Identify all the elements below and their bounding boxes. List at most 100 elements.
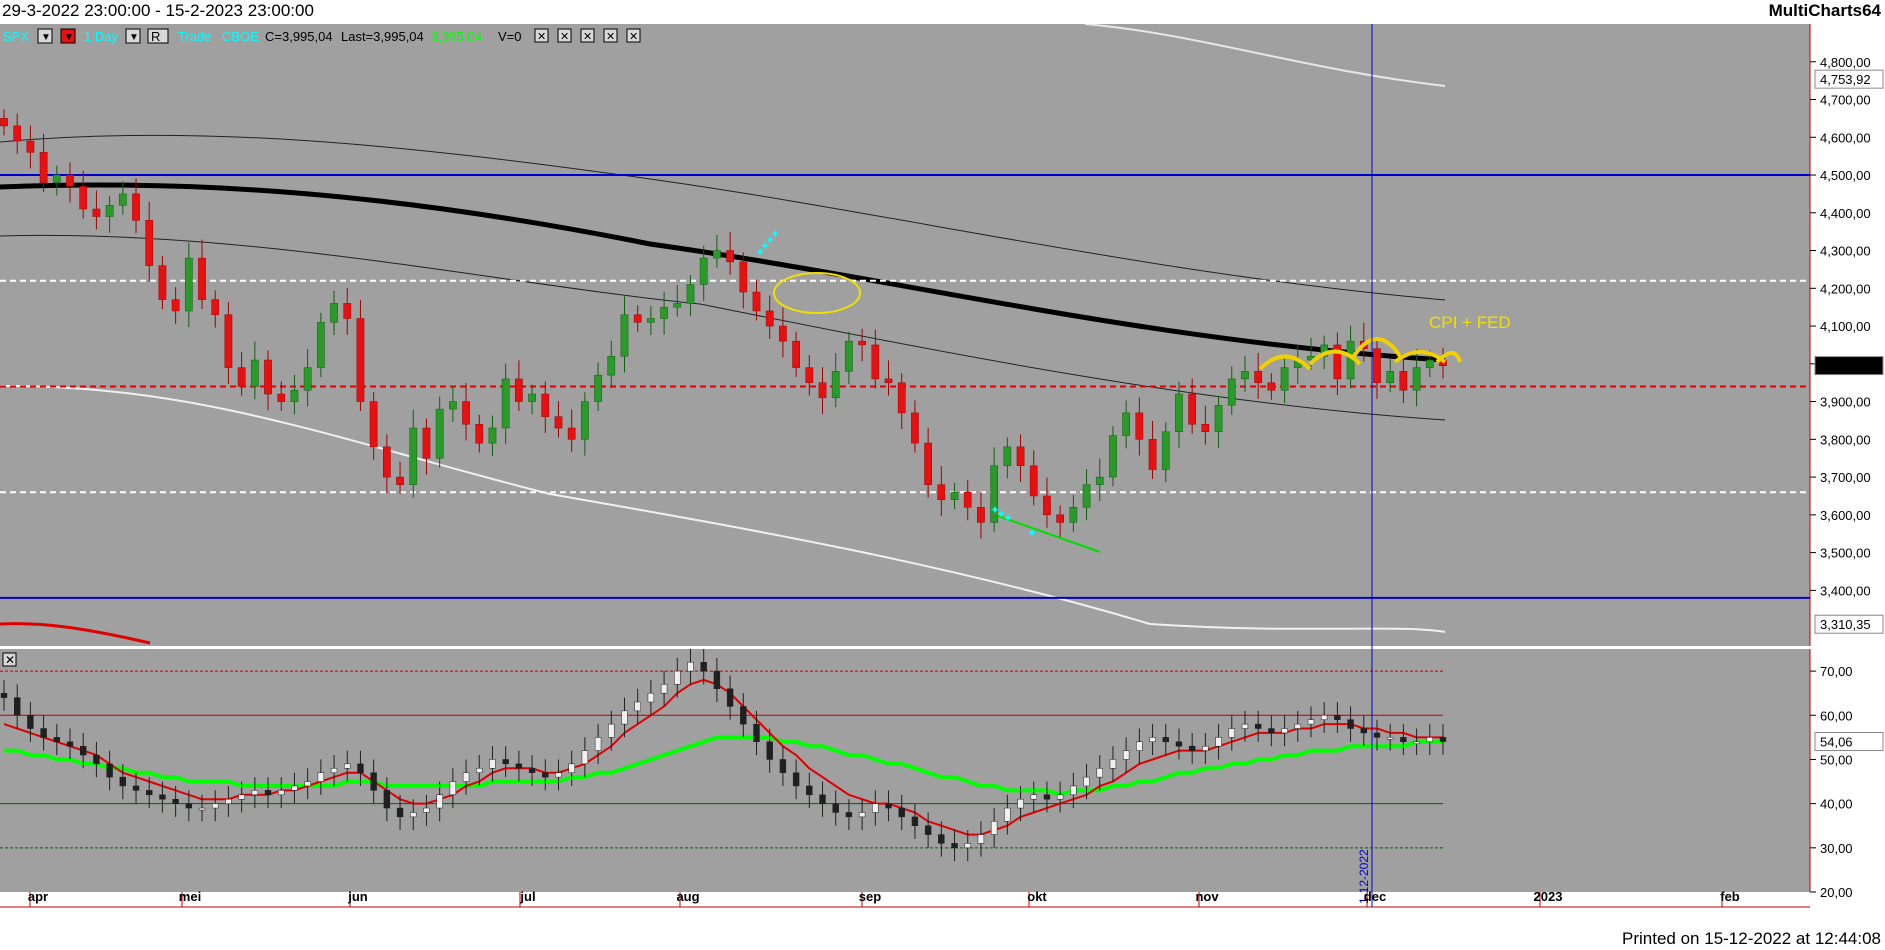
candle-body[interactable]	[316, 322, 325, 368]
candle-body[interactable]	[66, 174, 74, 187]
candle-body[interactable]	[752, 291, 761, 312]
candle-body[interactable]	[581, 401, 589, 440]
candle-body[interactable]	[805, 367, 814, 383]
candle-body[interactable]	[937, 484, 946, 500]
candle-body[interactable]	[1201, 423, 1210, 433]
candle-body[interactable]	[145, 220, 154, 266]
candle-body[interactable]	[184, 257, 193, 312]
candle-body[interactable]	[607, 356, 616, 376]
candle-body[interactable]	[132, 193, 140, 221]
price-panel[interactable]	[0, 24, 1810, 647]
symbol-dropdown-button[interactable]	[37, 28, 53, 44]
candle-body[interactable]	[1386, 371, 1395, 383]
arch-annotation-2[interactable]	[1308, 349, 1362, 366]
candle-body[interactable]	[633, 314, 642, 323]
candle-body[interactable]	[1122, 412, 1131, 436]
toolbar-x-button-3[interactable]	[580, 28, 595, 43]
candle-body[interactable]	[409, 427, 418, 485]
arch-annotation-5[interactable]	[1435, 351, 1462, 364]
candle-body[interactable]	[1082, 484, 1091, 508]
candle-body[interactable]	[739, 261, 748, 293]
candle-body[interactable]	[515, 378, 523, 402]
candle-body[interactable]	[118, 193, 127, 206]
candle-body[interactable]	[303, 367, 312, 391]
indicator-panel[interactable]	[0, 649, 1810, 892]
candle-body[interactable]	[1373, 348, 1381, 383]
candle-body[interactable]	[713, 250, 721, 259]
candle-body[interactable]	[594, 374, 602, 402]
arch-annotation-1[interactable]	[1258, 354, 1312, 371]
arch-annotation-3[interactable]	[1350, 337, 1404, 361]
candle-body[interactable]	[924, 442, 932, 485]
candle-body[interactable]	[1043, 495, 1051, 516]
candle-body[interactable]	[383, 446, 391, 478]
candle-body[interactable]	[897, 382, 906, 414]
candle-body[interactable]	[224, 314, 233, 368]
candle-body[interactable]	[396, 476, 404, 485]
candle-body[interactable]	[211, 299, 220, 315]
candle-body[interactable]	[79, 186, 88, 210]
candle-body[interactable]	[1188, 393, 1197, 425]
candle-body[interactable]	[884, 378, 893, 383]
candle-body[interactable]	[1016, 446, 1025, 467]
candle-body[interactable]	[237, 367, 246, 387]
candle-body[interactable]	[501, 378, 510, 429]
candle-body[interactable]	[1412, 367, 1421, 391]
chart-canvas[interactable]: 3,400,00 3,500,00 3,600,00 3,700,00 3,800,00…	[0, 24, 1885, 928]
candle-body[interactable]	[726, 250, 734, 263]
toolbar-x-button-4[interactable]	[603, 28, 618, 43]
candle-body[interactable]	[264, 359, 272, 395]
candle-body[interactable]	[52, 174, 61, 183]
candle-body[interactable]	[765, 310, 774, 327]
candle-body[interactable]	[488, 427, 497, 444]
candle-body[interactable]	[673, 303, 682, 308]
candle-body[interactable]	[647, 318, 655, 323]
candle-body[interactable]	[1399, 371, 1408, 391]
candle-body[interactable]	[250, 359, 259, 387]
candle-body[interactable]	[831, 371, 840, 399]
candle-body[interactable]	[105, 204, 114, 217]
candle-body[interactable]	[198, 257, 206, 300]
candle-body[interactable]	[1214, 405, 1223, 433]
candle-body[interactable]	[554, 416, 563, 429]
close-indicator-button[interactable]	[2, 652, 17, 667]
candle-body[interactable]	[699, 257, 708, 285]
candle-body[interactable]	[1095, 476, 1104, 485]
candle-body[interactable]	[1003, 446, 1012, 467]
candle-body[interactable]	[1161, 431, 1170, 470]
candle-body[interactable]	[950, 491, 959, 500]
toolbar-x-button-1[interactable]	[534, 28, 549, 43]
candle-body[interactable]	[13, 125, 22, 142]
symbol-label[interactable]: SPX	[3, 29, 29, 44]
candle-body[interactable]	[871, 344, 880, 380]
green-trendline[interactable]	[997, 515, 1101, 553]
candle-body[interactable]	[1425, 359, 1434, 368]
candle-body[interactable]	[277, 393, 286, 402]
candle-body[interactable]	[1148, 439, 1157, 470]
candle-body[interactable]	[977, 507, 985, 523]
range-button[interactable]	[147, 28, 169, 44]
candle-body[interactable]	[330, 303, 338, 323]
candle-body[interactable]	[818, 382, 827, 399]
candle-body[interactable]	[1254, 371, 1263, 383]
candle-body[interactable]	[1333, 344, 1342, 380]
candle-body[interactable]	[963, 491, 972, 508]
candle-body[interactable]	[1175, 393, 1183, 433]
candle-body[interactable]	[567, 427, 576, 440]
candle-body[interactable]	[660, 306, 668, 319]
candle-body[interactable]	[343, 303, 352, 319]
candle-body[interactable]	[39, 152, 48, 183]
candle-body[interactable]	[845, 340, 853, 372]
yellow-ellipse-annotation[interactable]	[773, 272, 861, 314]
candle-body[interactable]	[792, 340, 800, 368]
candle-body[interactable]	[528, 393, 536, 402]
interval-select-button[interactable]	[125, 28, 141, 44]
candle-body[interactable]	[990, 465, 998, 523]
candle-body[interactable]	[686, 284, 695, 304]
candle-body[interactable]	[290, 389, 299, 402]
candle-body[interactable]	[1029, 465, 1038, 497]
candle-body[interactable]	[0, 118, 8, 127]
candle-body[interactable]	[92, 208, 101, 217]
interval-label[interactable]: 1 Day	[84, 29, 118, 44]
candle-body[interactable]	[26, 140, 35, 153]
